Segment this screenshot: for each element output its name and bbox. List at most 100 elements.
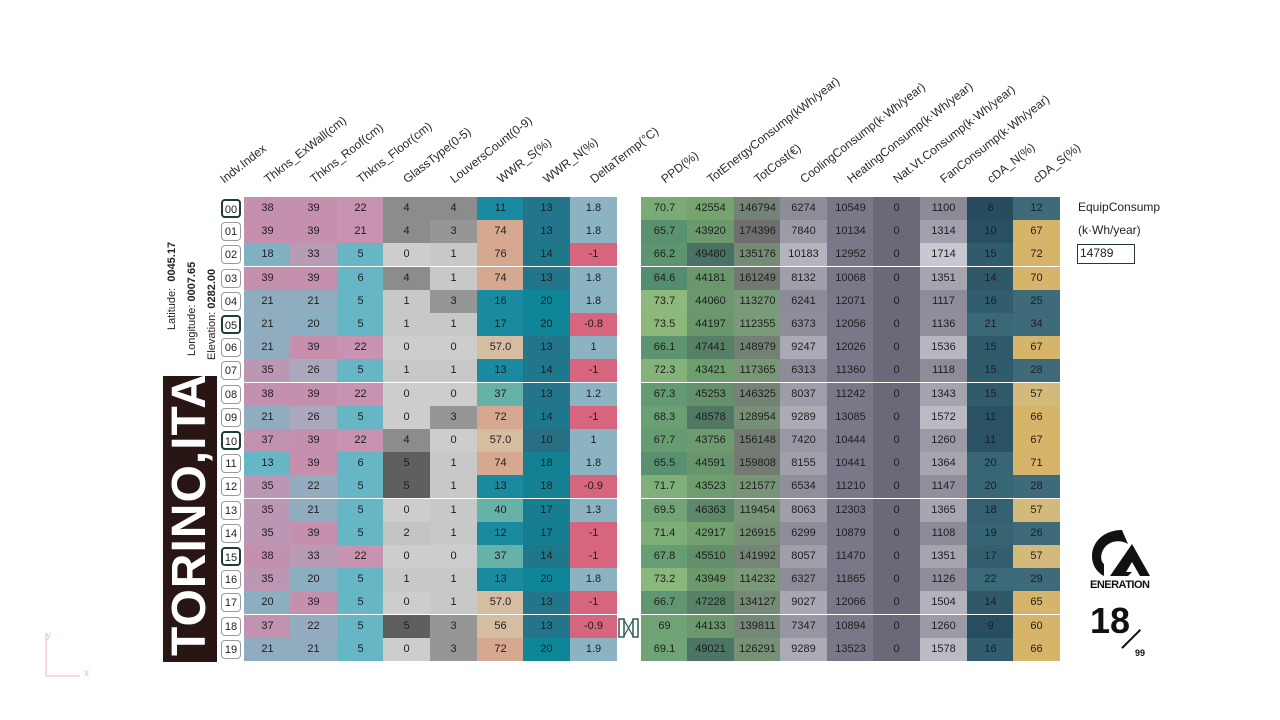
cell-left: 5 [337,289,384,313]
cell-left: 21 [244,637,291,661]
cell-left: 4 [430,197,477,220]
cell-right: 10 [967,220,1014,244]
cell-right: 26 [1013,521,1060,545]
cell-left: 1 [430,498,477,522]
cell-right: 174396 [734,220,781,244]
cell-left: 20 [290,568,337,592]
cell-right: 8155 [780,452,827,476]
cell-left: 0 [383,382,430,406]
cell-right: 0 [873,289,920,313]
cell-left: 1.2 [570,382,617,406]
index-button-13[interactable]: 13 [221,500,241,520]
cell-left: 20 [244,591,291,615]
cell-left: 1 [383,289,430,313]
cell-left: 22 [290,614,337,638]
cell-left: 5 [383,475,430,499]
cell-right: 71.4 [641,521,688,545]
cell-right: 6241 [780,289,827,313]
equip-consump-value[interactable]: 14789 [1077,244,1135,264]
cell-right: 43756 [687,429,734,452]
cell-left: 1.8 [570,220,617,244]
index-button-19[interactable]: 19 [221,639,241,659]
cell-left: 22 [337,429,384,452]
cell-left: 39 [290,197,337,220]
cell-right: 0 [873,498,920,522]
cell-left: 22 [290,475,337,499]
index-button-00[interactable]: 00 [221,199,241,218]
cell-left: 2 [383,521,430,545]
cell-left: 26 [290,359,337,383]
index-button-03[interactable]: 03 [221,268,241,288]
cell-left: 1 [430,591,477,615]
index-button-12[interactable]: 12 [221,477,241,497]
cell-right: 49480 [687,243,734,267]
cell-right: 72 [1013,243,1060,267]
generation-current: 18 [1090,600,1131,641]
cell-right: 1536 [920,336,967,360]
cell-left: 0 [430,336,477,360]
generation-total: 99 [1135,648,1146,658]
cell-right: 113270 [734,289,781,313]
cell-right: 15 [967,243,1014,267]
cell-right: 45253 [687,382,734,406]
cell-left: 13 [523,614,570,638]
cell-left: 17 [523,498,570,522]
cell-left: 13 [477,475,524,499]
cell-right: 1108 [920,521,967,545]
cell-right: 0 [873,568,920,592]
cell-left: -1 [570,243,617,267]
index-button-01[interactable]: 01 [221,222,241,242]
index-button-18[interactable]: 18 [221,616,241,636]
cell-left: 3 [430,405,477,429]
index-button-08[interactable]: 08 [221,384,241,404]
cell-left: 13 [523,220,570,244]
cell-right: 70 [1013,266,1060,290]
cell-right: 8037 [780,382,827,406]
cell-right: 0 [873,545,920,568]
cell-left: 37 [244,429,291,452]
cell-right: 17 [967,545,1014,568]
cell-left: 16 [477,289,524,313]
cell-right: 126291 [734,637,781,661]
cell-left: 39 [290,521,337,545]
cell-right: 65.7 [641,220,688,244]
cell-left: 13 [244,452,291,476]
latitude-readout: Latitude: 0045.17 [166,241,178,330]
cell-right: 9289 [780,405,827,429]
slider-handle-icon[interactable] [618,617,640,639]
cell-right: 0 [873,521,920,545]
index-button-07[interactable]: 07 [221,361,241,381]
cell-right: 10183 [780,243,827,267]
index-button-05[interactable]: 05 [221,315,241,334]
index-button-02[interactable]: 02 [221,245,241,265]
index-button-15[interactable]: 15 [221,547,241,566]
cell-right: 6274 [780,197,827,220]
index-button-16[interactable]: 16 [221,570,241,590]
cell-left: 3 [430,637,477,661]
cell-left: 1 [430,475,477,499]
cell-right: 6327 [780,568,827,592]
cell-left: 5 [337,614,384,638]
index-button-09[interactable]: 09 [221,407,241,427]
cell-left: 22 [337,197,384,220]
cell-right: 8 [967,197,1014,220]
index-button-11[interactable]: 11 [221,454,241,474]
cell-right: 21 [967,313,1014,336]
cell-right: 67 [1013,220,1060,244]
index-button-06[interactable]: 06 [221,338,241,358]
index-button-10[interactable]: 10 [221,431,241,450]
cell-right: 66.2 [641,243,688,267]
cell-left: -1 [570,405,617,429]
index-button-17[interactable]: 17 [221,593,241,613]
cell-right: 12066 [827,591,874,615]
cell-left: 0 [383,545,430,568]
cell-right: 1126 [920,568,967,592]
cell-right: 57 [1013,545,1060,568]
cell-left: 0 [383,243,430,267]
cell-right: 1314 [920,220,967,244]
index-button-04[interactable]: 04 [221,291,241,311]
index-button-14[interactable]: 14 [221,523,241,543]
cell-right: 13523 [827,637,874,661]
cell-right: 0 [873,637,920,661]
cell-right: 1351 [920,545,967,568]
